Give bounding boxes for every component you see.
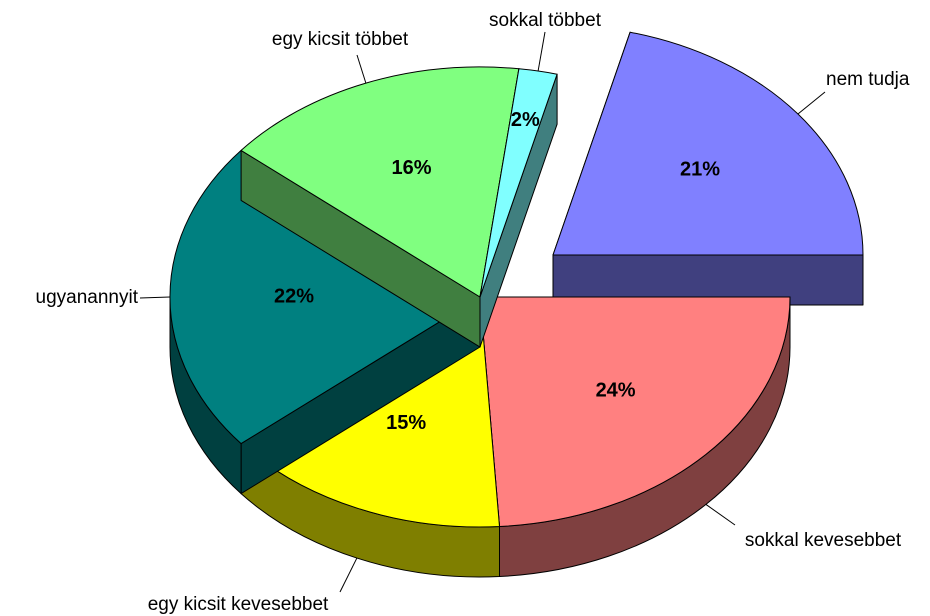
value-label: 15% <box>386 412 426 434</box>
value-label: 24% <box>596 380 636 402</box>
category-label: nem tudja <box>826 69 910 90</box>
leader-line <box>356 54 367 84</box>
category-label: sokkal többet <box>489 10 602 31</box>
value-label: 21% <box>680 159 720 181</box>
leader-line <box>797 91 826 115</box>
category-label: ugyanannyit <box>36 287 139 308</box>
category-label: sokkal kevesebbet <box>745 530 902 551</box>
value-label: 2% <box>511 109 540 131</box>
leader-line <box>339 557 358 593</box>
category-label: egy kicsit kevesebbet <box>148 594 329 615</box>
pie-slice <box>479 296 791 527</box>
leader-line <box>537 31 546 72</box>
category-label: egy kicsit többet <box>272 29 409 50</box>
pie-slice <box>552 31 864 256</box>
leader-line <box>139 296 171 299</box>
leader-line <box>705 504 736 526</box>
value-label: 16% <box>392 157 432 179</box>
value-label: 22% <box>274 285 314 307</box>
